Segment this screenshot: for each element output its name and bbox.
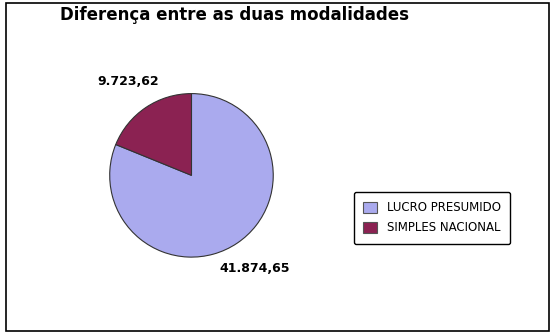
Text: 41.874,65: 41.874,65 xyxy=(219,263,290,276)
Wedge shape xyxy=(116,94,191,175)
Wedge shape xyxy=(110,94,273,257)
Text: 9.723,62: 9.723,62 xyxy=(98,75,159,88)
Title: Diferença entre as duas modalidades: Diferença entre as duas modalidades xyxy=(59,6,408,23)
Legend: LUCRO PRESUMIDO, SIMPLES NACIONAL: LUCRO PRESUMIDO, SIMPLES NACIONAL xyxy=(354,192,510,244)
